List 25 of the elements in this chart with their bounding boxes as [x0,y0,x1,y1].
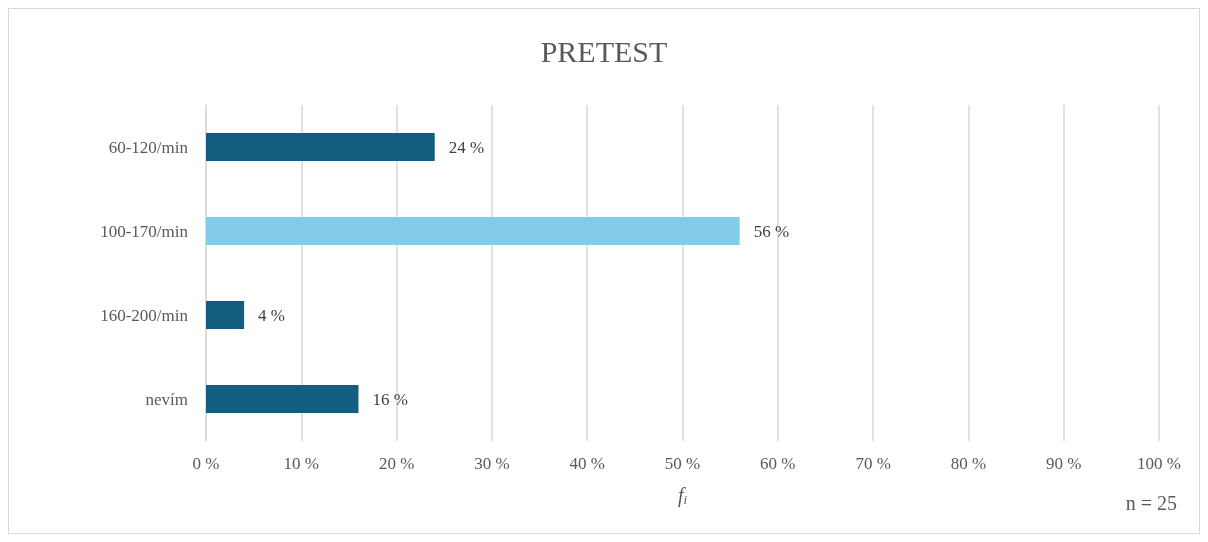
y-tick-label: 60-120/min [108,137,189,157]
x-tick-label: 80 % [950,454,987,473]
x-tick-label: 30 % [474,454,510,473]
bar [206,301,245,329]
chart-title: PRETEST [540,34,668,68]
text: n = 25 [1125,492,1177,514]
x-tick-label: 60 % [760,454,796,473]
x-tick-label: 40 % [569,454,605,473]
y-tick-label: nevím [145,389,188,409]
x-tick-label: 10 % [283,454,320,473]
data-label: 16 % [372,389,408,409]
x-tick-label: 100 % [1137,454,1181,473]
bar [206,385,359,413]
x-tick-label: 70 % [855,454,891,473]
x-tick-label: 0 % [192,454,220,473]
x-tick-label: 20 % [378,454,415,473]
x-tick-label: 50 % [664,454,701,473]
bar [206,133,435,161]
bar [206,217,740,245]
data-label: 4 % [258,305,286,325]
data-label: 56 % [753,221,790,241]
y-tick-label: 100-170/min [100,221,189,241]
y-tick-label: 160-200/min [100,305,189,325]
data-label: 24 % [448,137,485,157]
x-tick-label: 90 % [1045,454,1082,473]
